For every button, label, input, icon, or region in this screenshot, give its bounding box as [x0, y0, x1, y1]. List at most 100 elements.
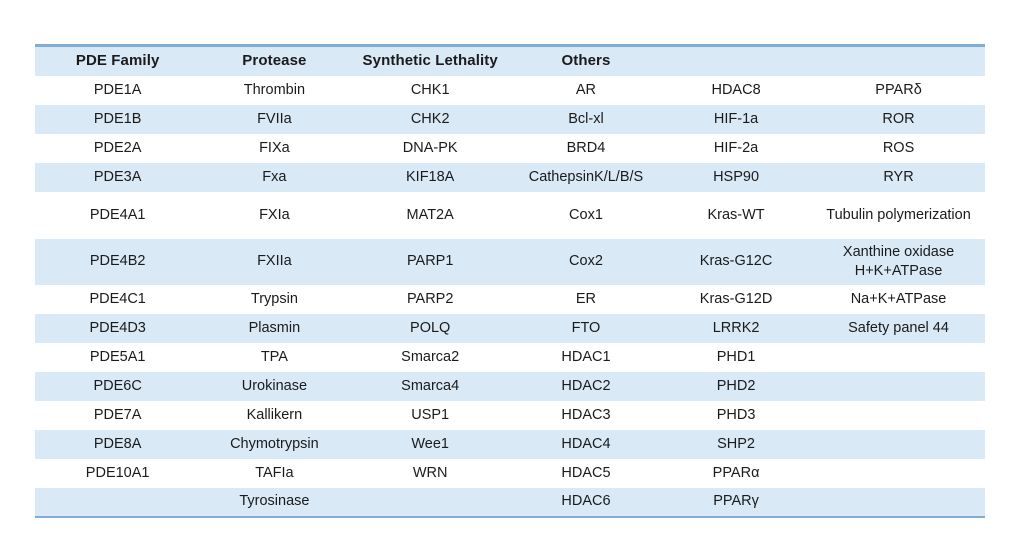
table-cell: RYR [883, 168, 914, 185]
table-cell: Kras-G12C [699, 253, 773, 270]
table-cell: PPARα [712, 464, 760, 481]
table-cell: BRD4 [566, 139, 606, 156]
table-cell: HDAC6 [561, 493, 611, 510]
table-cell: Plasmin [248, 319, 301, 336]
table-cell: Kras-G12D [699, 290, 773, 307]
table-cell: Urokinase [241, 377, 308, 394]
table-cell: PARP2 [406, 290, 454, 307]
table-cell: Bcl-xl [568, 110, 604, 127]
table-cell: DNA-PK [402, 139, 458, 156]
target-categories-table: PDE Family Protease Synthetic Lethality Oth… [35, 44, 985, 518]
table-cell: PDE2A [93, 139, 142, 156]
table-cell: PDE6C [93, 377, 142, 394]
table-cell: PDE3A [93, 168, 142, 185]
table-cell: HDAC4 [561, 435, 611, 452]
table-cell: KIF18A [406, 168, 455, 185]
table-row: PDE8A Chymotrypsin Wee1 HDAC4 SHP2 [35, 429, 985, 459]
table-cell: TPA [260, 348, 288, 365]
table-cell: PDE4D3 [89, 319, 146, 336]
column-header [812, 46, 985, 76]
table-cell [812, 343, 985, 372]
table-cell: ER [575, 290, 597, 307]
table-cell: PDE8A [93, 435, 142, 452]
table-cell: HDAC3 [561, 406, 611, 423]
column-header: PDE Family [75, 51, 160, 69]
table-cell: PDE4B2 [89, 253, 146, 270]
table-cell: Safety panel 44 [848, 319, 949, 336]
table-cell: CathepsinK/L/B/S [528, 168, 644, 185]
table-cell: CHK1 [410, 81, 450, 98]
table-cell: PDE1A [93, 81, 142, 98]
table-cell: Thrombin [243, 81, 306, 98]
table-cell [812, 488, 985, 517]
table-row: PDE6C Urokinase Smarca4 HDAC2 PHD2 [35, 371, 985, 401]
table-cell: CHK2 [410, 110, 450, 127]
table-cell: Smarca4 [401, 377, 460, 394]
table-cell: FVIIa [257, 110, 292, 127]
table-cell [348, 488, 511, 517]
table-row: PDE1B FVIIa CHK2 Bcl-xl HIF-1a ROR [35, 104, 985, 134]
table-cell: FTO [571, 319, 601, 336]
table-cell: SHP2 [717, 435, 755, 452]
table-cell: HDAC2 [561, 377, 611, 394]
column-header: Synthetic Lethality [362, 51, 498, 69]
table-cell: FXIIa [257, 253, 292, 270]
table-cell: Chymotrypsin [230, 435, 319, 452]
table-cell: TAFIa [255, 464, 294, 481]
table-row: PDE4C1 Trypsin PARP2 ER Kras-G12D Na+K+ATPase [35, 285, 985, 314]
table-cell: PHD2 [716, 377, 756, 394]
table-cell: HDAC5 [561, 464, 611, 481]
table-cell: Tubulin polymerization [826, 206, 971, 223]
table-row: PDE1A Thrombin CHK1 AR HDAC8 PPARδ [35, 76, 985, 105]
table-row: PDE7A Kallikern USP1 HDAC3 PHD3 [35, 401, 985, 430]
table-cell: PPARδ [875, 81, 922, 98]
table-cell: Trypsin [250, 290, 298, 307]
table-cell: HIF-2a [713, 139, 759, 156]
pde-target-table: PDE Family Protease Synthetic Lethality Oth… [35, 44, 985, 518]
table-cell: PHD3 [716, 406, 756, 423]
column-header: Others [561, 51, 611, 69]
table-cell: Cox1 [569, 206, 603, 223]
table-row: Tyrosinase HDAC6 PPARγ [35, 487, 985, 517]
table-cell: HDAC1 [561, 348, 611, 365]
table-cell: PARP1 [406, 253, 454, 270]
header-row: PDE Family Protease Synthetic Lethality Oth… [35, 45, 985, 76]
table-cell: Wee1 [411, 435, 449, 452]
table-cell: PDE10A1 [85, 464, 150, 481]
table-cell: Cox2 [569, 253, 603, 270]
table-cell: PDE7A [93, 406, 142, 423]
table-cell: ROR [882, 110, 915, 127]
table-cell: PDE4A1 [89, 206, 146, 223]
table-cell: PHD1 [716, 348, 756, 365]
table-row: PDE4D3 Plasmin POLQ FTO LRRK2 Safety panel 44 [35, 313, 985, 343]
table-row: PDE4A1 FXIa MAT2A Cox1 Kras-WT Tubulin polyme… [35, 192, 985, 239]
table-header: PDE Family Protease Synthetic Lethality Oth… [35, 45, 985, 76]
table-cell: Xanthine oxidase H+K+ATPase [842, 244, 955, 279]
table-row: PDE10A1 TAFIa WRN HDAC5 PPARα [35, 459, 985, 488]
column-header: Protease [242, 51, 307, 69]
table-row: PDE5A1 TPA Smarca2 HDAC1 PHD1 [35, 343, 985, 372]
table-cell: HSP90 [713, 168, 760, 185]
table-cell: Na+K+ATPase [850, 290, 947, 307]
table-cell: Kras-WT [707, 206, 765, 223]
table-cell: ROS [882, 139, 915, 156]
table-cell: FIXa [259, 139, 290, 156]
table-cell [812, 401, 985, 430]
table-row: PDE2A FIXa DNA-PK BRD4 HIF-2a ROS [35, 134, 985, 163]
table-cell: Fxa [262, 168, 287, 185]
table-cell: Smarca2 [401, 348, 460, 365]
table-cell: MAT2A [406, 206, 454, 223]
table-cell: HIF-1a [713, 110, 759, 127]
table-cell [812, 372, 985, 401]
table-cell: LRRK2 [712, 319, 760, 336]
table-row: PDE4B2 FXIIa PARP1 Cox2 Kras-G12C Xanthine ox… [35, 238, 985, 285]
table-cell: Tyrosinase [239, 493, 310, 510]
table-cell: WRN [412, 464, 448, 481]
table-cell: PDE4C1 [89, 290, 146, 307]
table-cell: FXIa [259, 206, 290, 223]
table-cell [812, 430, 985, 459]
table-cell: POLQ [410, 319, 451, 336]
table-cell: PDE5A1 [89, 348, 146, 365]
table-row: PDE3A Fxa KIF18A CathepsinK/L/B/S HSP90 RYR [35, 162, 985, 192]
table-cell [35, 488, 200, 517]
